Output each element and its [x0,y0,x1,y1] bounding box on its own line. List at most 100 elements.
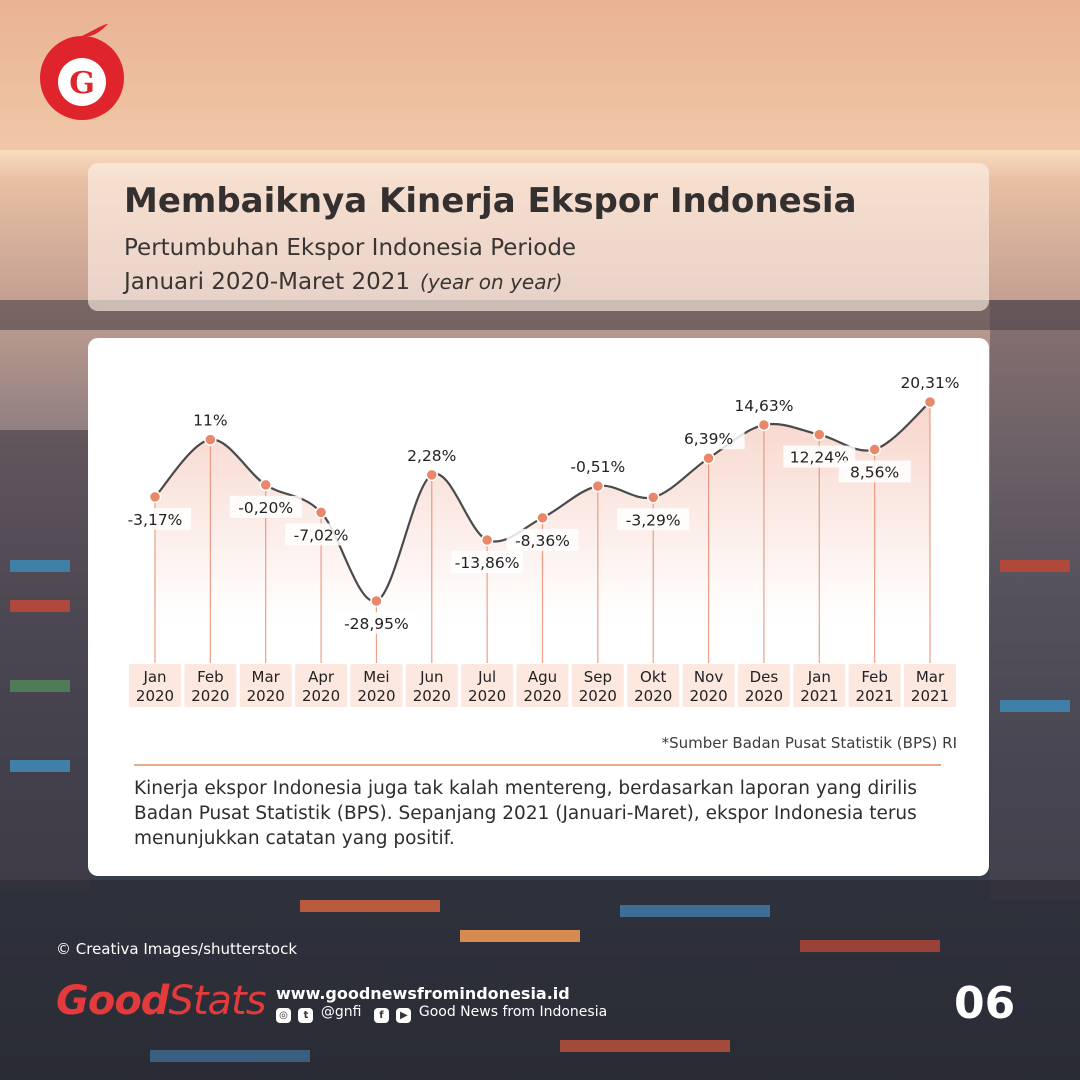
data-label-bg [229,495,302,518]
x-tick-bg [793,664,846,707]
data-label-bg [617,508,690,531]
export-growth-line-chart: -3,17% 11% -0,20%-7,02% -28,95% 2,28% -13,86%… [119,371,966,707]
x-tick-label: Mar [916,668,945,686]
facebook-icon[interactable]: f [373,1008,389,1023]
x-tick-bg [848,664,901,707]
title-panel: Membaiknya Kinerja Ekspor Indonesia Pert… [88,163,989,311]
svg-text:G: G [69,66,95,101]
divider [134,764,941,766]
data-label-bg [727,393,800,416]
data-point [813,428,826,441]
data-point [536,511,549,525]
x-tick-label: Des [750,668,779,686]
x-tick-bg [350,664,403,707]
website-link[interactable]: www.goodnewsfromindonesia.id [276,984,570,1003]
data-label-bg [285,523,358,546]
x-tick-label: 2020 [247,687,285,705]
youtube-icon[interactable]: ▶ [396,1008,412,1023]
data-label-bg [783,445,856,468]
data-label-bg [395,443,468,466]
data-label: -3,29% [626,511,681,529]
data-label-bg [506,528,579,551]
data-label: -13,86% [455,554,520,572]
x-tick-label: 2020 [579,687,617,705]
x-tick-label: Nov [694,668,723,686]
data-point [148,490,162,504]
x-tick-bg [184,664,237,707]
data-point [646,491,660,504]
x-tick-bg [461,664,514,707]
data-point [480,533,494,547]
x-tick-bg [295,664,348,707]
x-tick-label: Feb [861,668,888,686]
x-tick-label: 2020 [745,687,783,705]
data-point [314,506,328,519]
x-tick-label: Jan [142,668,166,686]
x-tick-label: 2021 [856,687,894,705]
data-label: -0,20% [238,499,293,517]
subtitle-note: (year on year) [420,270,563,294]
x-tick-bg [516,664,569,707]
data-point [204,433,217,446]
data-label-bg [561,455,634,478]
data-point [425,468,439,482]
page-number: 06 [954,978,1016,1029]
x-tick-label: Sep [584,668,612,686]
data-label-bg [894,371,966,393]
data-point [757,418,771,432]
x-tick-label: Jan [807,668,831,686]
data-point [591,479,605,493]
x-tick-label: 2021 [911,687,949,705]
photo-credit: © Creativa Images/shutterstock [56,940,298,958]
x-tick-bg [627,664,680,707]
x-tick-label: 2020 [634,687,672,705]
data-label: -7,02% [294,526,349,544]
goodstats-logo: GoodStats [56,978,267,1024]
x-tick-label: 2020 [302,687,340,705]
x-tick-label: 2021 [800,687,838,705]
x-tick-label: Mar [252,668,281,686]
social-handle[interactable]: @gnfi [320,1004,362,1020]
logo-g-icon: G [38,24,128,122]
x-tick-label: 2020 [413,687,451,705]
data-label-bg [119,507,191,530]
x-tick-label: Apr [308,668,335,686]
data-label: -28,95% [344,615,409,633]
x-tick-bg [682,664,735,707]
twitter-icon[interactable]: t [298,1008,314,1023]
data-point [259,478,272,492]
data-label: 14,63% [734,397,793,415]
x-tick-bg [129,664,181,707]
data-label-bg [451,551,524,574]
data-point [702,451,715,465]
data-label: 6,39% [684,430,733,448]
x-tick-label: 2020 [523,687,561,705]
x-tick-label: Mei [363,668,389,686]
source-note: *Sumber Badan Pusat Statistik (BPS) RI [661,734,957,752]
x-tick-bg [904,664,956,707]
social-links: ◎ t @gnfi f ▶ Good News from Indonesia [276,1004,607,1023]
data-label: 20,31% [900,374,959,392]
x-tick-bg [571,664,624,707]
subtitle-line-1: Pertumbuhan Ekspor Indonesia Periode [124,235,577,261]
data-label: -8,36% [515,532,570,550]
x-tick-label: 2020 [689,687,727,705]
subtitle: Pertumbuhan Ekspor Indonesia Periode Jan… [124,231,576,299]
x-tick-label: Agu [528,668,557,686]
data-label: -0,51% [570,458,625,476]
x-tick-label: 2020 [357,687,395,705]
x-tick-bg [737,664,790,707]
instagram-icon[interactable]: ◎ [276,1008,291,1023]
data-label: 2,28% [407,447,456,465]
data-label: 12,24% [790,449,849,467]
x-tick-label: 2020 [468,687,506,705]
data-label-bg [340,612,413,634]
site-name: Good News from Indonesia [418,1004,608,1020]
x-tick-label: 2020 [136,687,174,705]
data-label-bg [174,408,247,431]
x-tick-label: Feb [197,668,224,686]
x-tick-bg [239,664,292,707]
data-point [868,443,881,456]
data-label: 11% [193,412,227,430]
data-point [370,594,383,608]
